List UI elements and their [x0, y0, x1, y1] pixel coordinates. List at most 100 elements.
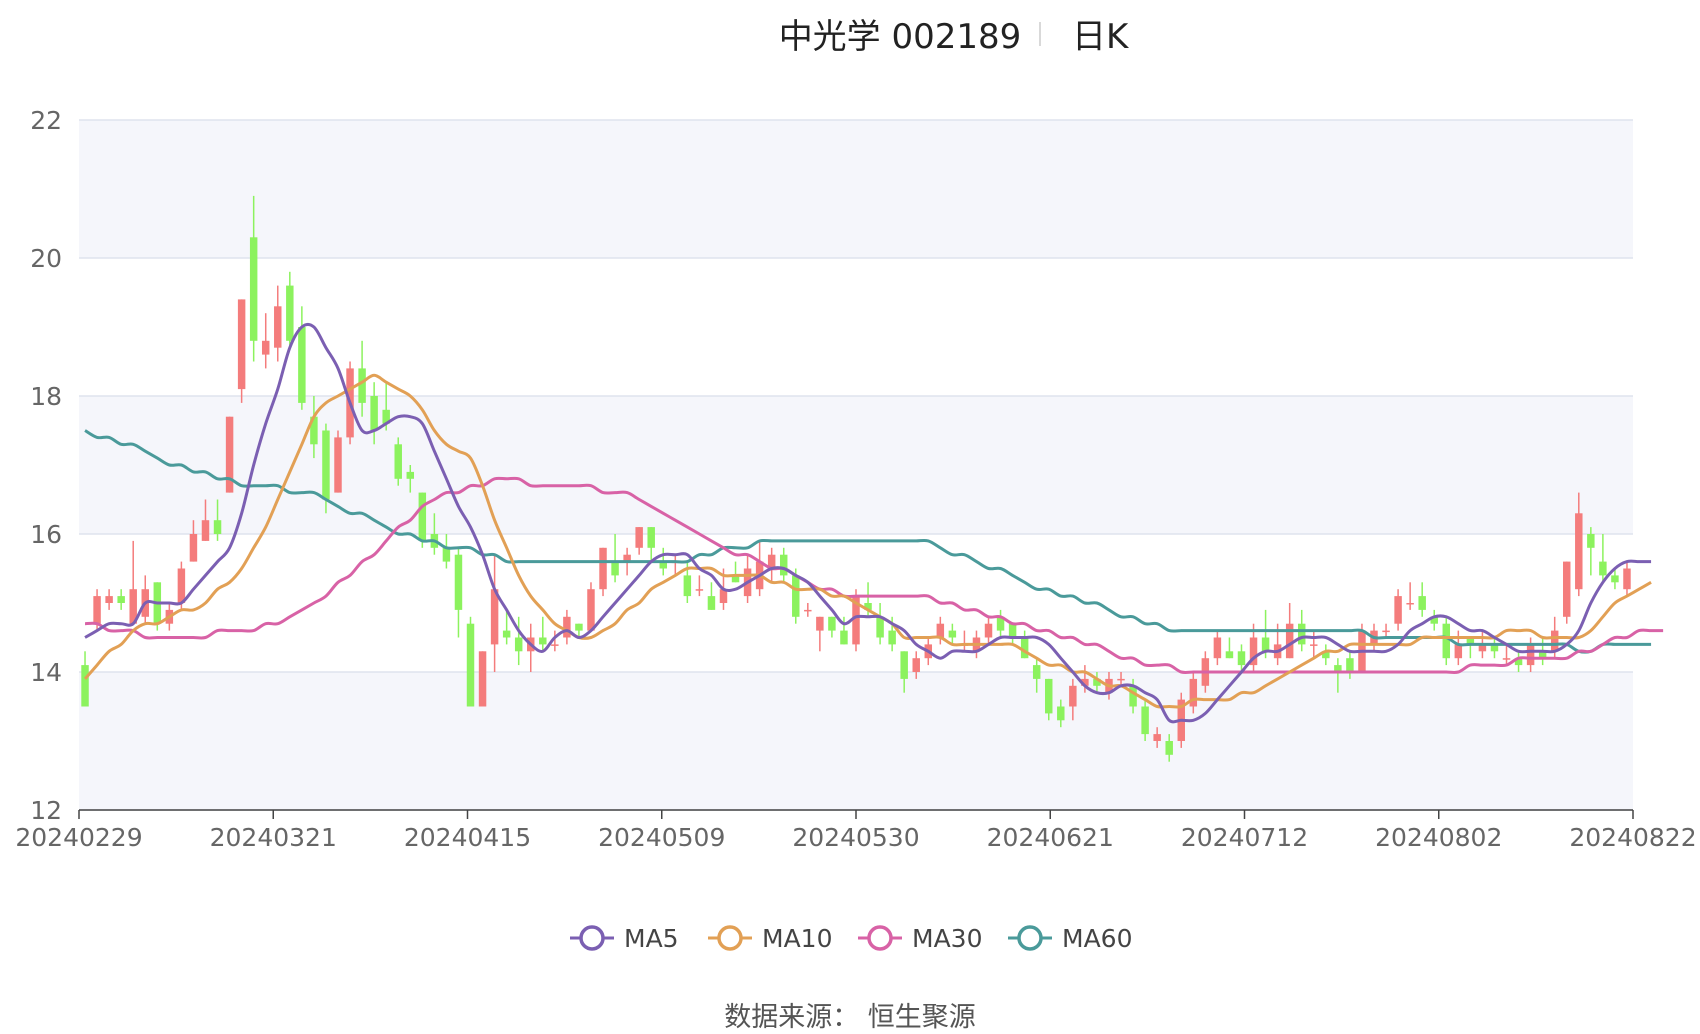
candle-body: [816, 616, 824, 631]
data-source: 数据来源： 恒生聚源: [724, 1002, 976, 1033]
candle-body: [659, 561, 667, 569]
candle-body: [466, 623, 475, 707]
candle-body: [1045, 678, 1053, 714]
x-tick-label: 20240509: [598, 823, 725, 852]
legend-label-ma5: MA5: [624, 924, 679, 953]
x-tick-label: 20240229: [15, 823, 142, 852]
candle-body: [1394, 596, 1402, 624]
candle-body: [1563, 561, 1571, 617]
candle-body: [683, 575, 692, 597]
candle-body: [804, 609, 812, 612]
grid-bands: [79, 120, 1633, 810]
candle-body: [1490, 644, 1499, 652]
candle-body: [418, 492, 427, 541]
y-tick-label: 14: [30, 658, 62, 687]
candle-body: [1310, 644, 1318, 646]
candle-body: [1093, 678, 1101, 686]
candle-body: [502, 630, 511, 638]
y-axis-ticks: 12 14 16 18 20 22: [30, 106, 62, 825]
legend-swatch-marker: [867, 925, 893, 951]
candle-body: [551, 644, 559, 646]
candle-body: [840, 630, 848, 645]
candle-body: [1213, 637, 1222, 659]
candle-body: [1514, 658, 1523, 666]
y-tick-label: 18: [30, 382, 62, 411]
candle-body: [1466, 637, 1475, 645]
candle-body: [1117, 678, 1125, 681]
candle-body: [322, 430, 330, 500]
x-tick-label: 20240802: [1375, 823, 1502, 852]
candle-body: [1225, 651, 1234, 659]
x-tick-label: 20240415: [404, 823, 531, 852]
candle-body: [1069, 685, 1077, 707]
chart-title: 中光学 002189: [779, 17, 1022, 57]
candle-body: [1334, 665, 1342, 672]
candle-body: [117, 596, 125, 603]
candle-body: [767, 554, 776, 569]
legend-label-ma30: MA30: [912, 924, 982, 953]
candle-body: [864, 603, 872, 610]
candle-body: [888, 630, 896, 645]
candle-body: [1526, 644, 1535, 666]
candle-body: [394, 444, 402, 479]
candle-body: [1081, 678, 1089, 686]
candle-body: [261, 340, 270, 355]
legend: MA5 MA10 MA30 MA60: [570, 924, 1132, 953]
x-tick-label: 20240822: [1569, 823, 1696, 852]
candle-body: [274, 306, 282, 348]
candle-body: [539, 637, 547, 645]
candle-body: [1550, 630, 1559, 652]
candle-body: [695, 589, 704, 591]
candle-body: [623, 554, 631, 562]
candle-body: [286, 285, 294, 341]
candle-body: [225, 416, 234, 493]
candle-body: [1008, 623, 1017, 638]
candle-body: [370, 396, 378, 431]
candle-body: [647, 527, 655, 548]
legend-swatch-marker: [579, 925, 605, 951]
candle-body: [575, 623, 583, 631]
candle-body: [93, 596, 101, 624]
candle-body: [792, 575, 800, 617]
candle-body: [563, 616, 571, 638]
candle-body: [1261, 637, 1270, 652]
candle-body: [382, 409, 390, 424]
ma-line-ma60: [84, 429, 1652, 654]
candle-body: [1406, 603, 1414, 605]
grid-band: [79, 672, 1633, 810]
candle-body: [1599, 561, 1607, 576]
candle-body: [1454, 644, 1463, 659]
candle-body: [731, 575, 740, 583]
candle-body: [189, 534, 198, 562]
candle-body: [310, 416, 318, 445]
title-group: 中光学 002189 日K: [779, 17, 1130, 57]
candle-body: [936, 623, 945, 638]
x-tick-label: 20240530: [792, 823, 919, 852]
candle-body: [514, 637, 523, 652]
candle-body: [334, 437, 342, 493]
candle-body: [201, 520, 210, 541]
x-axis: 20240229 20240321 20240415 20240509 20240530…: [15, 809, 1697, 852]
candle-body: [81, 665, 89, 707]
candle-body: [442, 547, 451, 562]
x-tick-label: 20240712: [1181, 823, 1308, 852]
ma-line-ma5: [84, 322, 1652, 724]
candle-body: [213, 520, 222, 534]
candle-body: [1587, 534, 1595, 548]
candle-body: [1502, 658, 1511, 660]
candle-body: [1057, 706, 1065, 721]
candle-body: [1611, 575, 1619, 583]
candle-body: [358, 368, 366, 403]
candle-body: [719, 589, 728, 603]
candle-body: [1249, 637, 1258, 666]
candle-body: [478, 651, 487, 707]
candle-body: [490, 589, 499, 645]
candle-body: [1153, 734, 1161, 741]
candle-body: [1346, 658, 1354, 672]
candle-body: [1297, 623, 1306, 645]
y-tick-label: 22: [30, 106, 62, 135]
candle-body: [454, 554, 463, 610]
legend-swatch-marker: [717, 925, 743, 951]
candle-body: [1032, 665, 1041, 679]
